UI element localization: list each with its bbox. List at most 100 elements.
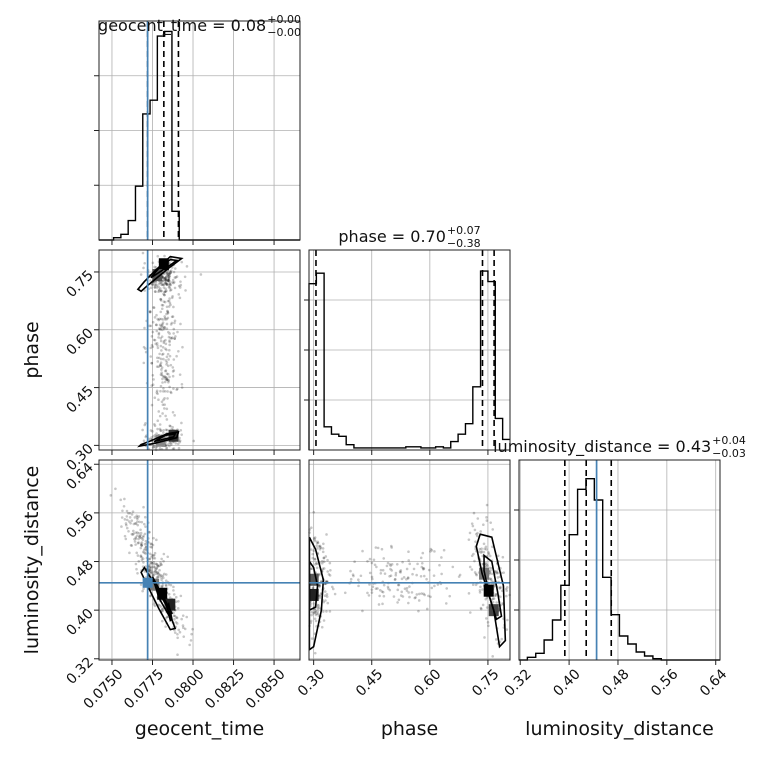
sample-point [173,276,177,279]
sample-point [156,571,159,575]
sample-point [171,425,174,429]
sample-point [171,315,175,318]
sample-point [159,337,163,340]
sample-point [163,293,166,297]
sample-point [168,272,171,276]
sample-point [139,546,143,550]
sample-point [168,441,172,444]
sample-point [394,573,398,577]
sample-point [312,612,315,615]
sample-point [499,585,502,589]
sample-point [170,315,174,319]
sample-point [171,374,175,378]
sample-point [162,341,166,345]
sample-point [163,300,167,304]
sample-point [156,344,159,347]
sample-point [180,433,183,436]
sample-point [311,556,315,560]
sample-point [151,383,155,387]
sample-point [487,551,490,554]
sample-point [482,542,486,546]
sample-point [405,589,409,592]
sample-point [396,583,400,587]
sample-point [405,567,409,571]
sample-point [161,345,165,349]
sample-point [159,299,163,302]
y-tick-label-phase: 0.60 [63,325,96,358]
sample-point [152,554,155,557]
sample-point [408,595,411,599]
sample-point [144,421,147,425]
sample-point [417,592,421,596]
sample-point [403,587,407,591]
sample-point [151,320,155,324]
sample-point [313,536,317,539]
sample-point [167,592,171,596]
sample-point [149,562,152,566]
sample-point [485,606,489,609]
sample-point [371,577,374,581]
sample-point [417,599,421,602]
sample-point [440,572,443,576]
sample-point [154,265,158,269]
sample-point [176,442,180,446]
sample-point [314,561,318,565]
sample-point [164,573,168,576]
sample-point [476,534,479,538]
sample-point [427,568,431,572]
sample-point [175,616,178,619]
sample-point [142,561,145,564]
sample-point [167,279,170,282]
sample-point [309,548,313,551]
sample-point [167,299,171,303]
sample-point [153,422,156,426]
sample-point [162,428,165,432]
sample-point [166,555,170,559]
sample-point [489,569,492,572]
sample-point [153,290,157,293]
sample-point [136,531,139,534]
sample-point [164,282,168,285]
sample-point [160,563,163,567]
sample-point [142,505,145,509]
sample-point [157,398,160,402]
sample-point [353,560,356,564]
sample-point [325,610,328,613]
sample-point [149,324,153,328]
sample-point [310,637,314,640]
sample-point [151,573,155,577]
sample-point [476,531,479,535]
sample-point [151,282,154,286]
sample-point [114,487,117,491]
sample-point [125,509,129,513]
sample-point [390,563,394,566]
sample-point [165,271,169,274]
sample-point [440,556,443,559]
sample-point [151,556,155,560]
histogram-luminosity_distance [519,477,720,661]
sample-point [328,574,332,577]
sample-point [155,391,159,394]
sample-point [414,596,417,599]
sample-point [179,594,183,598]
sample-point [164,277,168,281]
sample-point [378,588,382,592]
sample-point [154,290,157,294]
sample-point [179,429,183,432]
sample-point [125,526,129,530]
sample-point [388,563,392,566]
sample-point [161,352,165,356]
sample-point [168,375,171,379]
sample-point [176,636,179,640]
sample-point [156,427,159,431]
sample-point [168,343,171,347]
x-tick-label-geocent_time: 0.0825 [202,666,248,712]
sample-point [487,624,490,628]
sample-point [366,559,369,563]
sample-point [155,432,158,435]
sample-point [383,572,387,575]
sample-point [173,618,176,621]
sample-point [167,378,170,382]
sample-point [165,363,168,366]
